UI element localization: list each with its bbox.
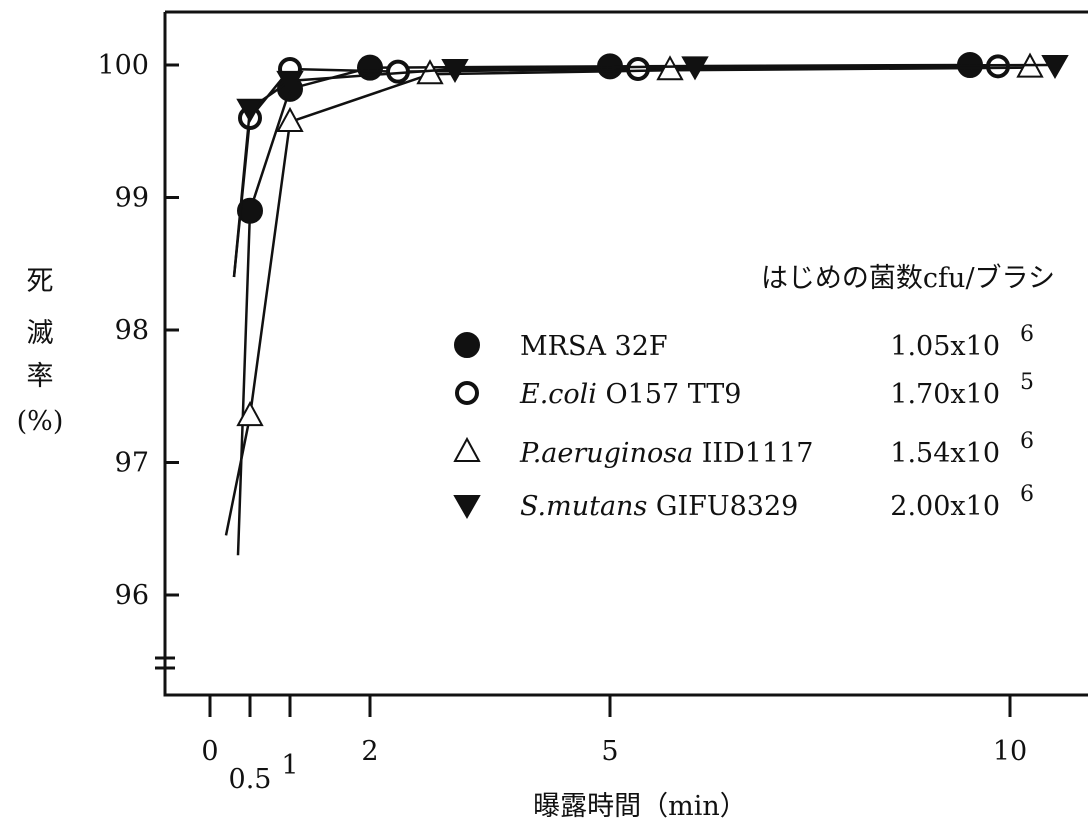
legend-marker	[454, 332, 480, 358]
series-2	[232, 54, 1010, 278]
x-tick-label: 1	[281, 750, 298, 781]
y-axis-title: 滅	[27, 318, 54, 349]
legend-item: S.mutans GIFU8329 2.00x10 6	[453, 482, 1034, 522]
y-axis-title: 死	[27, 266, 54, 297]
legend-label-part: IID1117	[693, 438, 813, 469]
legend-marker	[455, 381, 479, 405]
data-point	[276, 106, 304, 132]
x-axis-title: 曝露時間（min）	[533, 791, 747, 822]
legend-count: 1.54x10	[890, 438, 1000, 469]
data-point	[276, 70, 304, 95]
legend-count-exponent: 5	[1020, 370, 1034, 395]
data-point	[441, 58, 469, 83]
legend-item: E.coli O157 TT9 1.70x10 5	[455, 370, 1034, 410]
x-tick-label: 5	[601, 736, 618, 767]
x-tick-label: 0	[201, 736, 218, 767]
y-tick-label: 99	[115, 183, 149, 214]
x-tick-label: 0.5	[229, 764, 272, 795]
legend-marker	[453, 436, 481, 462]
y-tick-label: 100	[97, 50, 149, 81]
legend-item: P.aeruginosa IID1117 1.54x10 6	[453, 429, 1034, 469]
series-3	[224, 52, 1044, 536]
series-line	[236, 63, 971, 556]
legend-label-part: S.mutans	[520, 491, 647, 522]
data-point	[681, 56, 709, 81]
legend-item: MRSA 32F 1.05x10 6	[454, 322, 1034, 362]
legend-count-exponent: 6	[1020, 429, 1034, 454]
legend-count: 2.00x10	[890, 491, 1000, 522]
y-tick-label: 96	[115, 580, 149, 611]
legend-label: S.mutans GIFU8329	[520, 491, 798, 522]
legend-count-exponent: 6	[1020, 322, 1034, 347]
data-point	[237, 197, 263, 224]
plot-frame	[163, 12, 1088, 697]
legend-label: E.coli O157 TT9	[519, 379, 742, 410]
x-tick-label: 2	[361, 736, 378, 767]
y-axis-title: 率	[27, 361, 54, 392]
y-axis-title: (%)	[17, 406, 64, 437]
data-point	[656, 55, 684, 81]
x-tick-label: 10	[993, 736, 1027, 767]
legend-label-part: P.aeruginosa	[519, 438, 693, 469]
data-point	[626, 56, 650, 81]
data-point	[236, 401, 264, 427]
legend-label-part: E.coli	[519, 379, 597, 410]
series-line	[224, 66, 1031, 536]
series-line	[232, 65, 999, 278]
legend-label-part: O157 TT9	[597, 379, 742, 410]
legend-label: MRSA 32F	[520, 331, 668, 362]
series-4	[232, 55, 1069, 278]
legend-count: 1.70x10	[890, 379, 1000, 410]
data-point	[1041, 55, 1069, 80]
series-1	[236, 52, 983, 556]
legend-label: P.aeruginosa IID1117	[519, 438, 813, 469]
legend-label-part: MRSA 32F	[520, 331, 668, 362]
legend-count-exponent: 6	[1020, 482, 1034, 507]
legend-label-part: GIFU8329	[647, 491, 798, 522]
y-tick-label: 97	[115, 448, 149, 479]
series-line	[232, 63, 1056, 278]
legend-marker	[453, 495, 481, 520]
y-tick-label: 98	[115, 315, 149, 346]
legend-title: はじめの菌数cfu/ブラシ	[761, 263, 1055, 294]
legend-count: 1.05x10	[890, 331, 1000, 362]
data-point	[236, 98, 264, 123]
